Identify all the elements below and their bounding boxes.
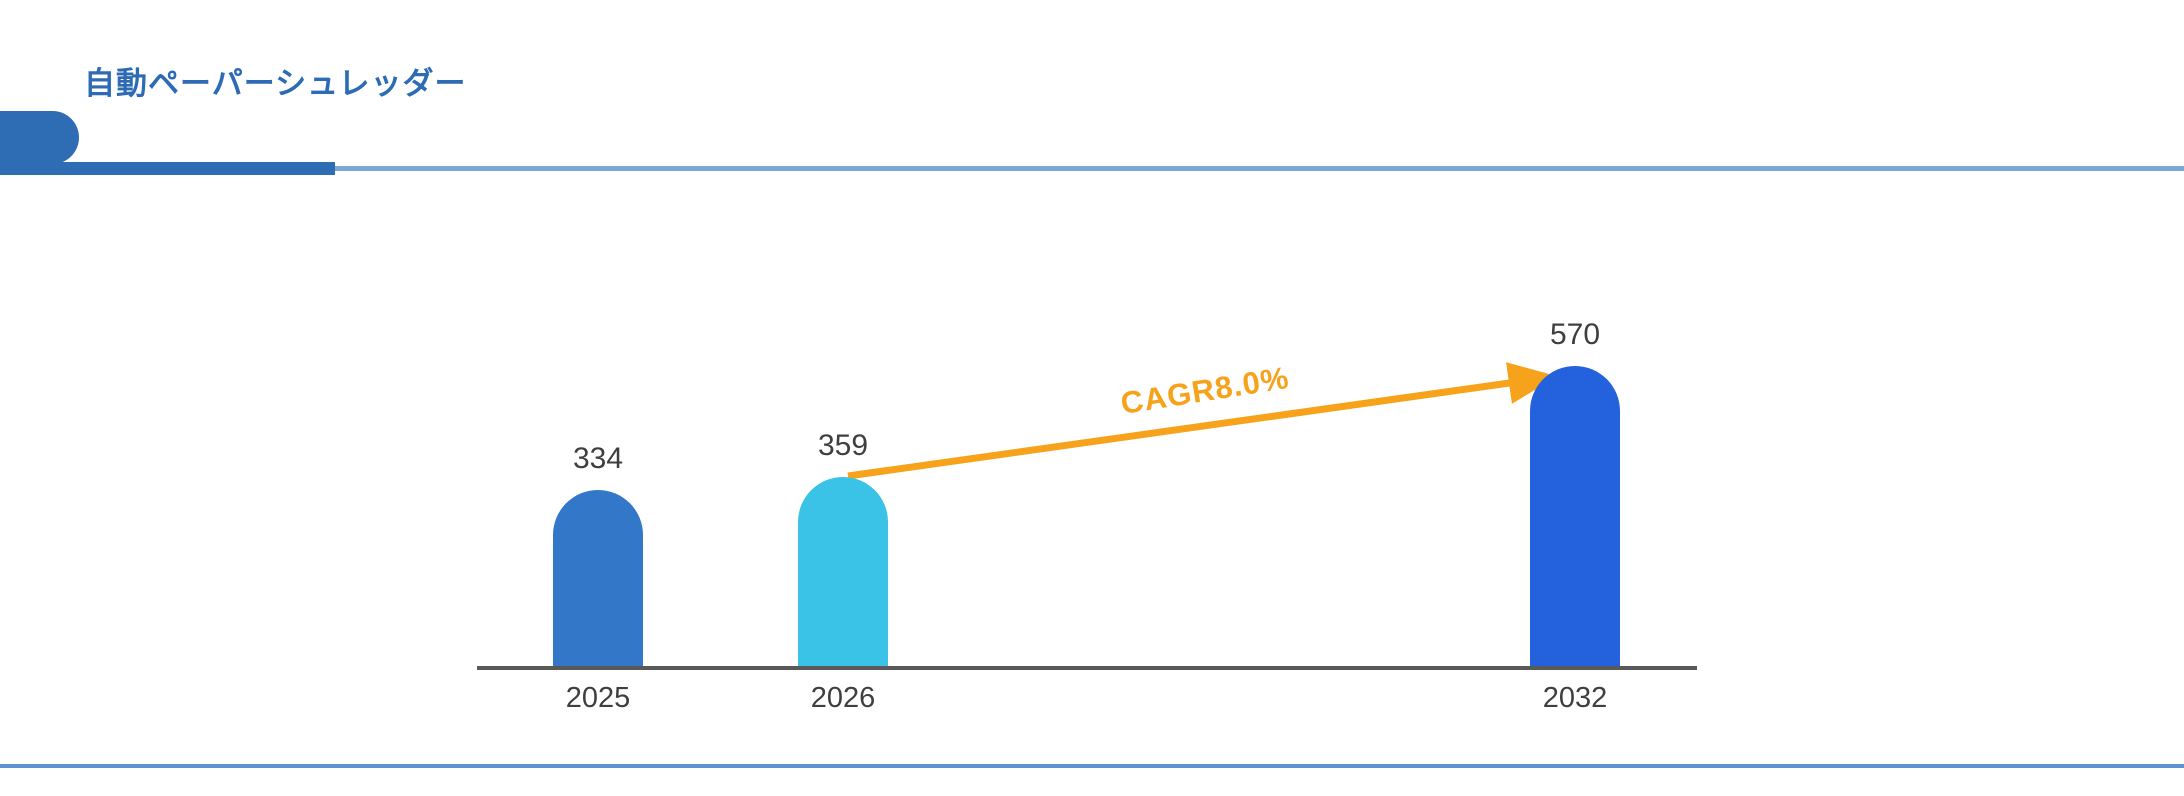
footer-divider-line <box>0 764 2184 768</box>
x-tick-2025: 2025 <box>565 682 631 714</box>
page-title: 自動ペーパーシュレッダー <box>84 66 467 101</box>
bar-value-2026: 359 <box>817 429 869 462</box>
x-tick-2026: 2026 <box>810 682 876 714</box>
bar-value-2025: 334 <box>572 442 624 475</box>
x-axis-line <box>477 666 1697 670</box>
bar-value-2032: 570 <box>1549 318 1601 351</box>
header-accent-tab <box>0 111 79 164</box>
bar-2025 <box>553 490 643 666</box>
x-tick-2032: 2032 <box>1542 682 1608 714</box>
header-accent-bar <box>0 162 335 175</box>
bar-2026 <box>798 477 888 666</box>
header-divider-line <box>0 166 2184 171</box>
bar-group-2026: 359 <box>798 429 888 666</box>
bar-group-2025: 334 <box>553 442 643 666</box>
bar-2032 <box>1530 366 1620 666</box>
bar-group-2032: 570 <box>1530 318 1620 666</box>
cagr-annotation: CAGR8.0% <box>1118 359 1292 422</box>
